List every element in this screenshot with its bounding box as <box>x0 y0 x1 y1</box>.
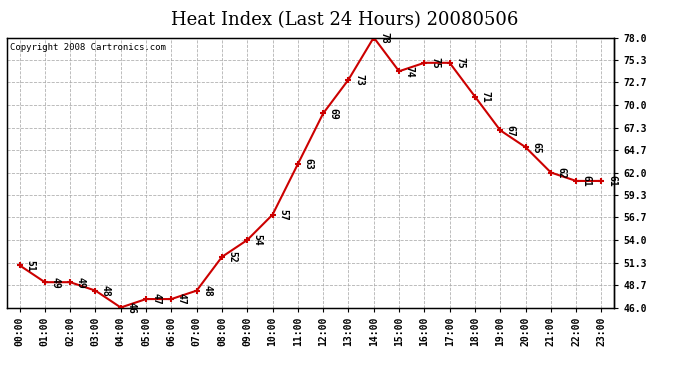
Text: 75: 75 <box>430 57 440 69</box>
Text: 51: 51 <box>25 260 35 272</box>
Text: 67: 67 <box>506 125 516 136</box>
Text: 48: 48 <box>202 285 213 297</box>
Text: 73: 73 <box>354 74 364 86</box>
Text: 78: 78 <box>380 32 389 44</box>
Text: 47: 47 <box>177 294 187 305</box>
Text: 48: 48 <box>101 285 111 297</box>
Text: 74: 74 <box>404 66 415 77</box>
Text: Copyright 2008 Cartronics.com: Copyright 2008 Cartronics.com <box>10 43 166 52</box>
Text: 54: 54 <box>253 234 263 246</box>
Text: 47: 47 <box>152 294 161 305</box>
Text: 69: 69 <box>328 108 339 120</box>
Text: 52: 52 <box>228 251 237 263</box>
Text: 49: 49 <box>76 277 86 288</box>
Text: 65: 65 <box>531 142 541 153</box>
Text: 57: 57 <box>278 209 288 221</box>
Text: 75: 75 <box>455 57 465 69</box>
Text: 62: 62 <box>556 167 566 178</box>
Text: 61: 61 <box>607 176 617 187</box>
Text: 46: 46 <box>126 302 137 313</box>
Text: 49: 49 <box>50 277 61 288</box>
Text: 71: 71 <box>480 91 491 103</box>
Text: 61: 61 <box>582 176 592 187</box>
Text: 63: 63 <box>304 159 313 170</box>
Text: Heat Index (Last 24 Hours) 20080506: Heat Index (Last 24 Hours) 20080506 <box>171 11 519 29</box>
